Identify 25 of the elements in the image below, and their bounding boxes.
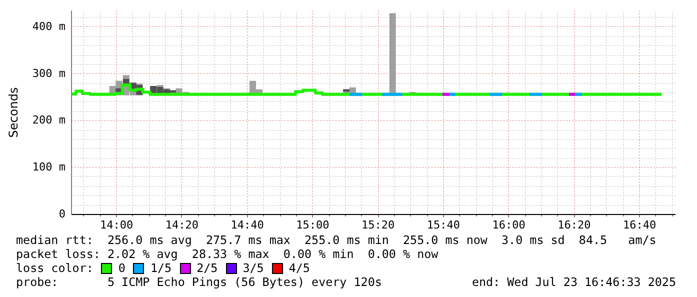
y-tick-label: 400 m [32,20,66,33]
legend-label: 0 [118,261,126,275]
x-tick-label: 14:40 [230,218,264,232]
x-tick-label: 16:00 [492,218,526,232]
x-tick-label: 15:00 [296,218,330,232]
y-tick-label: 0 [58,208,66,220]
legend-label: 2/5 [196,261,218,275]
text: median rtt: 256.0 ms avg 275.7 ms max 255.0 ms min 255.0 ms now 3.0 ms sd 84.5 am/s [16,233,658,247]
x-tick-label: 14:20 [165,218,199,232]
y-tick-label: 100 m [32,160,66,174]
x-tick-label: 15:40 [426,218,460,232]
legend-label: 3/5 [242,261,264,275]
y-tick-label: 300 m [32,66,66,80]
legend-label: 1/5 [150,261,172,275]
x-tick-label: 16:20 [558,218,591,232]
x-tick-label: 14:00 [100,218,134,232]
text: probe: 5 ICMP Echo Pings (56 Bytes) every 120s [16,275,382,289]
x-tick-label: 15:20 [362,218,395,232]
text: end: Wed Jul 23 16:46:33 2025 [472,275,676,289]
legend-title: loss color: [16,261,94,275]
y-axis-title: Seconds [6,87,20,138]
x-tick-label: 16:40 [622,218,656,232]
legend-label: 4/5 [288,261,310,275]
y-tick-label: 200 m [32,114,66,127]
text: packet loss: 2.02 % avg 28.33 % max 0.00 % min 0.00 % now [16,247,440,261]
